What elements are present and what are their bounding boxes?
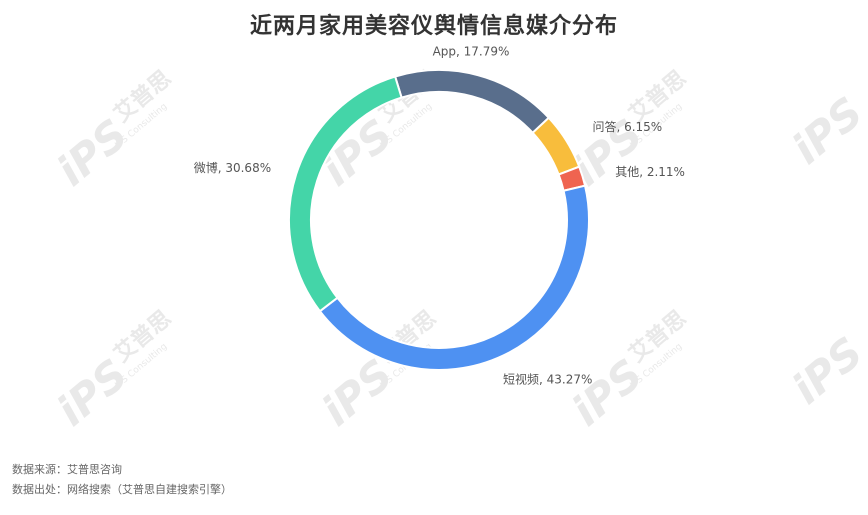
donut-slice-1[interactable] bbox=[531, 116, 581, 176]
slice-label-0: App, 17.79% bbox=[433, 45, 510, 59]
origin-note: 数据出处：网络搜索（艾普思自建搜索引擎） bbox=[12, 483, 232, 496]
slice-label-3: 短视频, 43.27% bbox=[503, 372, 592, 387]
slice-label-4: 微博, 30.68% bbox=[194, 160, 271, 175]
source-note: 数据来源：艾普思咨询 bbox=[12, 463, 122, 476]
slice-label-2: 其他, 2.11% bbox=[615, 165, 685, 179]
donut-slice-4[interactable] bbox=[288, 75, 403, 313]
donut-slice-3[interactable] bbox=[318, 184, 590, 371]
slice-label-1: 问答, 6.15% bbox=[592, 119, 662, 134]
chart-title: 近两月家用美容仪舆情信息媒介分布 bbox=[249, 14, 618, 39]
labels-group: App, 17.79% 问答, 6.15% 其他, 2.11% 短视频, 43.27%… bbox=[194, 45, 685, 387]
slices-group bbox=[288, 69, 590, 371]
donut-slice-0[interactable] bbox=[393, 69, 551, 135]
